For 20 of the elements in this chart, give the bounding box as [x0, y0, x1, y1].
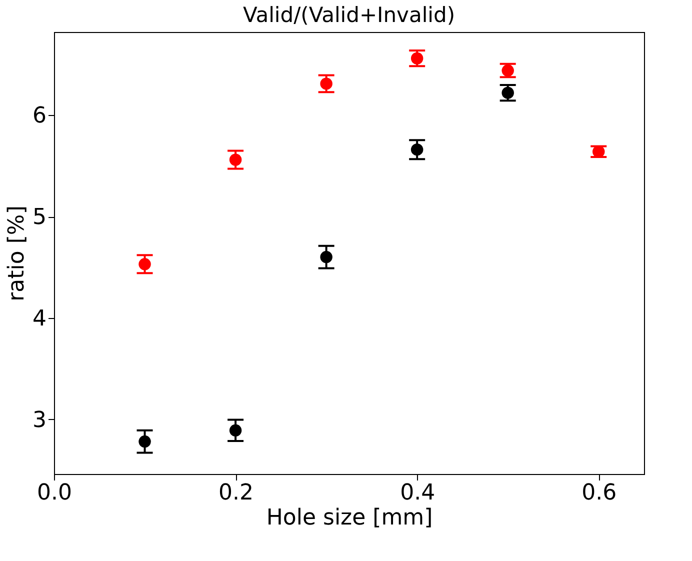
point — [320, 250, 332, 264]
x-tick-label: 0.4 — [400, 480, 436, 506]
y-tick-label: 6 — [32, 104, 46, 129]
point — [410, 143, 424, 156]
x-tick-label: 0.2 — [218, 480, 254, 506]
point — [138, 435, 151, 448]
point — [138, 258, 151, 270]
chart-title: Valid/(Valid+Invalid) — [242, 3, 456, 27]
point — [502, 86, 514, 99]
x-tick-label: 0.0 — [37, 480, 72, 506]
y-tick-label: 3 — [32, 408, 46, 433]
y-tick-label: 4 — [32, 306, 46, 332]
y-tick-label: 5 — [32, 205, 46, 230]
x-axis-title: Hole size [mm] — [266, 506, 433, 530]
point — [410, 52, 424, 64]
x-tick-label: 0.6 — [582, 480, 617, 506]
point — [229, 424, 242, 437]
y-axis-title: ratio [%] — [4, 206, 30, 302]
point — [320, 78, 332, 90]
point — [229, 154, 242, 166]
